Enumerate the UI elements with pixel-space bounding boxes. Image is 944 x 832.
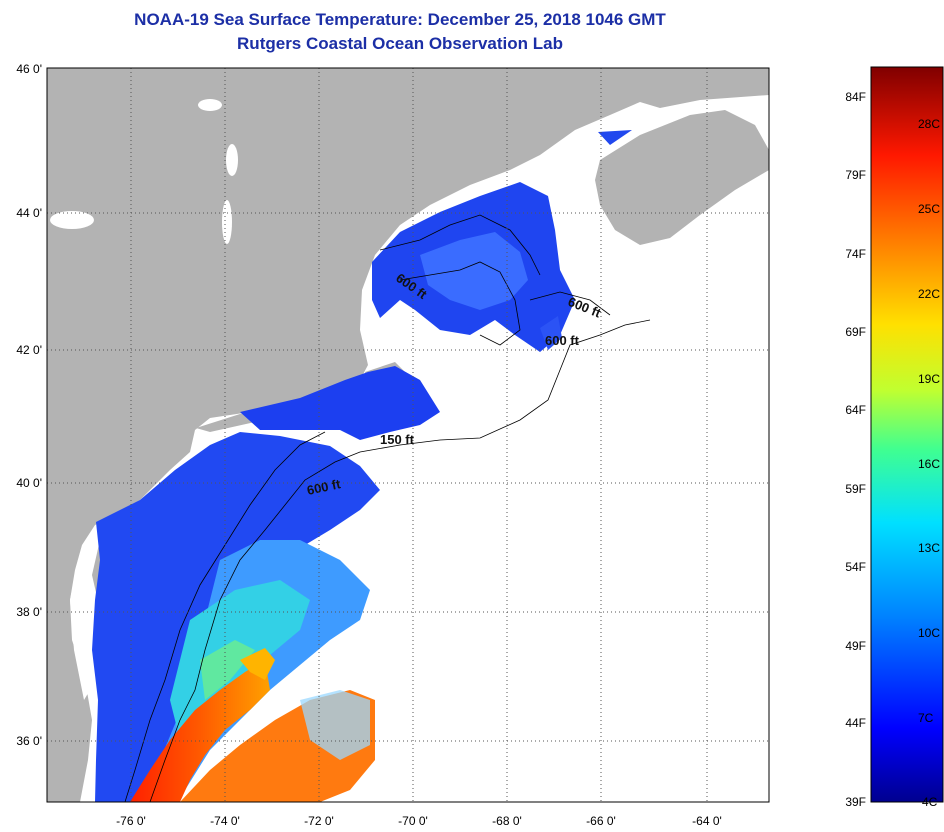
colorbar-f-label: 54F bbox=[845, 560, 866, 574]
lat-label: 36 0' bbox=[16, 734, 42, 748]
colorbar-c-label: 10C bbox=[918, 626, 940, 640]
colorbar-f-label: 39F bbox=[845, 795, 866, 809]
graticule bbox=[47, 68, 769, 802]
lon-label: -70 0' bbox=[398, 814, 428, 828]
colorbar-c-label: 7C bbox=[918, 711, 934, 725]
lat-label: 46 0' bbox=[16, 62, 42, 76]
lon-label: -76 0' bbox=[116, 814, 146, 828]
lon-label: -72 0' bbox=[304, 814, 334, 828]
colorbar-c-label: 13C bbox=[918, 541, 940, 555]
land-us-northeast bbox=[47, 68, 769, 802]
lon-axis: -76 0' -74 0' -72 0' -70 0' -68 0' -66 0… bbox=[116, 814, 722, 828]
colorbar-f-label: 84F bbox=[845, 90, 866, 104]
colorbar-c-label: 28C bbox=[918, 117, 940, 131]
colorbar-c-label: 16C bbox=[918, 457, 940, 471]
sst-southern-new-england bbox=[240, 366, 440, 440]
map-title: NOAA-19 Sea Surface Temperature: Decembe… bbox=[134, 10, 666, 29]
sst-offshore-mixed bbox=[300, 690, 370, 760]
contour-label: 600 ft bbox=[306, 476, 343, 498]
colorbar-c-label: 25C bbox=[918, 202, 940, 216]
lat-label: 42 0' bbox=[16, 343, 42, 357]
colorbar-f-label: 79F bbox=[845, 168, 866, 182]
colorbar bbox=[870, 66, 944, 803]
colorbar-f-label: 44F bbox=[845, 716, 866, 730]
sst-gulf-stream-edge bbox=[240, 648, 275, 680]
colorbar-f-labels: 84F 79F 74F 69F 64F 59F 54F 49F 44F 39F bbox=[845, 90, 866, 809]
lon-label: -74 0' bbox=[210, 814, 240, 828]
lat-label: 40 0' bbox=[16, 476, 42, 490]
lat-axis: 46 0' 44 0' 42 0' 40 0' 38 0' 36 0' bbox=[16, 62, 42, 748]
map-frame bbox=[46, 67, 770, 803]
lon-label: -68 0' bbox=[492, 814, 522, 828]
lat-label: 44 0' bbox=[16, 206, 42, 220]
map-subtitle: Rutgers Coastal Ocean Observation Lab bbox=[237, 34, 563, 53]
sst-bay-of-fundy bbox=[598, 130, 632, 145]
colorbar-f-label: 59F bbox=[845, 482, 866, 496]
contour-label: 600 ft bbox=[545, 333, 580, 348]
colorbar-f-label: 64F bbox=[845, 403, 866, 417]
lat-label: 38 0' bbox=[16, 605, 42, 619]
sst-slope-green bbox=[200, 640, 255, 700]
colorbar-c-labels: 28C 25C 22C 19C 16C 13C 10C 7C 4C bbox=[918, 117, 940, 809]
lon-label: -66 0' bbox=[586, 814, 616, 828]
water-chesapeake-bay bbox=[70, 560, 90, 700]
colorbar-c-label: 22C bbox=[918, 287, 940, 301]
colorbar-c-label: 4C bbox=[922, 795, 938, 809]
sst-mid-atlantic-shelf bbox=[92, 432, 380, 802]
sst-georges-patch bbox=[540, 316, 562, 350]
lon-label: -64 0' bbox=[692, 814, 722, 828]
contour-label: 150 ft bbox=[380, 432, 415, 447]
sst-gulf-of-maine-inner bbox=[420, 232, 528, 310]
colorbar-f-label: 74F bbox=[845, 247, 866, 261]
colorbar-c-label: 19C bbox=[918, 372, 940, 386]
land-nova-scotia bbox=[595, 110, 769, 245]
colorbar-f-label: 69F bbox=[845, 325, 866, 339]
sst-gulf-stream bbox=[130, 660, 270, 802]
colorbar-f-label: 49F bbox=[845, 639, 866, 653]
